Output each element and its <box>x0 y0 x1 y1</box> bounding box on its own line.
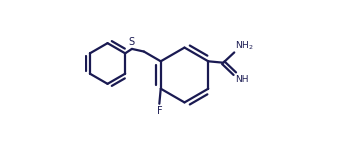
Text: NH$_2$: NH$_2$ <box>235 39 254 52</box>
Text: S: S <box>129 38 135 48</box>
Text: F: F <box>156 105 162 116</box>
Text: NH: NH <box>236 75 249 84</box>
